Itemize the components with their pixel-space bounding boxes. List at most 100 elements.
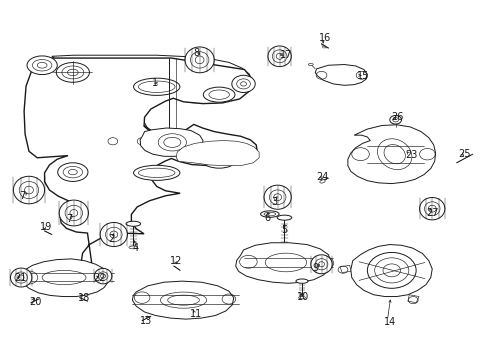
Text: 9: 9 <box>312 263 318 273</box>
Polygon shape <box>140 128 203 156</box>
Text: 18: 18 <box>78 293 90 303</box>
Ellipse shape <box>277 215 291 220</box>
Ellipse shape <box>236 79 250 89</box>
Ellipse shape <box>59 200 88 226</box>
Ellipse shape <box>105 227 122 242</box>
Ellipse shape <box>129 246 138 249</box>
Ellipse shape <box>63 166 82 178</box>
Ellipse shape <box>67 69 78 76</box>
Text: 22: 22 <box>93 273 105 283</box>
Ellipse shape <box>68 170 77 175</box>
Ellipse shape <box>70 210 78 216</box>
Text: 16: 16 <box>318 33 330 43</box>
Text: 15: 15 <box>356 71 368 81</box>
Ellipse shape <box>100 222 127 247</box>
Ellipse shape <box>190 52 208 68</box>
Text: 12: 12 <box>170 256 183 266</box>
Ellipse shape <box>273 194 281 201</box>
Text: 6: 6 <box>264 213 269 222</box>
Ellipse shape <box>267 46 291 67</box>
Polygon shape <box>24 58 257 275</box>
Ellipse shape <box>10 268 32 287</box>
Text: 23: 23 <box>405 150 417 160</box>
Ellipse shape <box>298 296 305 299</box>
Ellipse shape <box>280 246 288 249</box>
Ellipse shape <box>163 137 181 147</box>
Ellipse shape <box>37 62 47 68</box>
Ellipse shape <box>295 279 307 283</box>
Polygon shape <box>347 125 435 184</box>
Ellipse shape <box>133 165 180 180</box>
Polygon shape <box>339 265 350 273</box>
Ellipse shape <box>264 185 291 209</box>
Ellipse shape <box>184 47 214 73</box>
Ellipse shape <box>58 163 88 181</box>
Text: 5: 5 <box>281 225 287 235</box>
Ellipse shape <box>203 87 235 102</box>
Ellipse shape <box>62 66 83 79</box>
Text: 25: 25 <box>457 149 469 159</box>
Polygon shape <box>176 140 259 166</box>
Text: 21: 21 <box>14 273 27 283</box>
Ellipse shape <box>319 180 325 183</box>
Text: 11: 11 <box>189 310 202 319</box>
Ellipse shape <box>383 145 405 164</box>
Text: 2: 2 <box>108 234 114 244</box>
Ellipse shape <box>15 272 27 283</box>
Text: 7: 7 <box>66 215 73 224</box>
Polygon shape <box>52 55 251 131</box>
Ellipse shape <box>42 270 86 285</box>
Text: 10: 10 <box>297 292 309 302</box>
Ellipse shape <box>27 56 57 75</box>
Text: 19: 19 <box>40 222 52 231</box>
Ellipse shape <box>310 255 331 274</box>
Ellipse shape <box>419 198 444 220</box>
Ellipse shape <box>427 205 435 212</box>
Ellipse shape <box>272 50 286 63</box>
Ellipse shape <box>208 90 229 99</box>
Ellipse shape <box>203 154 235 168</box>
Polygon shape <box>407 295 418 303</box>
Text: 27: 27 <box>425 208 438 218</box>
Ellipse shape <box>260 211 279 217</box>
Ellipse shape <box>264 212 275 216</box>
Text: 20: 20 <box>29 297 41 307</box>
Ellipse shape <box>126 221 141 226</box>
Ellipse shape <box>240 82 246 86</box>
Text: 3: 3 <box>271 197 277 207</box>
Ellipse shape <box>167 295 199 305</box>
Ellipse shape <box>57 63 88 82</box>
Ellipse shape <box>56 63 89 82</box>
Ellipse shape <box>269 190 285 204</box>
Ellipse shape <box>101 274 105 278</box>
Ellipse shape <box>160 292 206 308</box>
Ellipse shape <box>195 56 203 64</box>
Text: 7: 7 <box>19 191 25 201</box>
Text: 26: 26 <box>390 112 402 122</box>
Polygon shape <box>350 244 431 297</box>
Ellipse shape <box>318 262 324 267</box>
Ellipse shape <box>276 53 283 59</box>
Text: 24: 24 <box>316 172 328 182</box>
Ellipse shape <box>110 231 118 238</box>
Ellipse shape <box>135 79 178 95</box>
Ellipse shape <box>377 139 411 170</box>
Polygon shape <box>132 281 233 319</box>
Ellipse shape <box>231 75 255 93</box>
Text: 8: 8 <box>193 48 199 58</box>
Ellipse shape <box>98 272 108 280</box>
Ellipse shape <box>13 176 44 204</box>
Text: 4: 4 <box>132 243 138 253</box>
Ellipse shape <box>424 202 439 216</box>
Ellipse shape <box>24 186 33 194</box>
Text: 1: 1 <box>152 78 158 88</box>
Ellipse shape <box>94 268 112 284</box>
Ellipse shape <box>138 81 175 93</box>
Polygon shape <box>315 64 366 85</box>
Ellipse shape <box>158 134 186 151</box>
Text: 17: 17 <box>279 50 291 60</box>
Text: 13: 13 <box>140 316 152 325</box>
Ellipse shape <box>32 59 52 71</box>
Polygon shape <box>20 259 109 297</box>
Ellipse shape <box>308 63 313 66</box>
